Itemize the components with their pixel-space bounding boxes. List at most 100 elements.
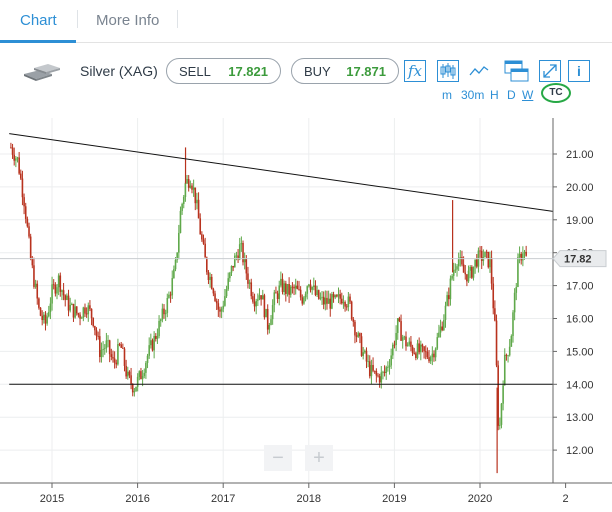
sell-button[interactable]: SELL 17.821 (166, 58, 281, 84)
candle-body (368, 361, 371, 377)
instrument-name: Silver (XAG) (80, 63, 158, 79)
candle-body (411, 346, 414, 353)
candle-body (500, 403, 503, 425)
candle-body (436, 337, 439, 349)
candle-body (446, 295, 448, 306)
candle-body (520, 253, 523, 261)
candle-body (225, 289, 228, 297)
candle-body (108, 340, 111, 355)
candle-body (464, 272, 467, 275)
candle-body (443, 319, 445, 331)
candle-body (424, 351, 427, 353)
candle-body (296, 285, 299, 290)
candle-body (74, 306, 76, 318)
zoom-out-button[interactable]: − (264, 445, 292, 471)
candle-body (79, 314, 81, 319)
active-tab-underline (0, 40, 76, 43)
candle-body (357, 333, 360, 337)
candle-body (230, 265, 233, 273)
candle-body (179, 210, 182, 233)
timeframe-30m[interactable]: 30m (461, 88, 485, 102)
tab-chart[interactable]: Chart (20, 12, 57, 29)
candle-body (57, 275, 60, 288)
candle-body (212, 288, 215, 294)
candle-body (26, 218, 29, 227)
candle-body (28, 226, 30, 237)
candle-body (34, 283, 37, 287)
buy-button[interactable]: BUY 17.871 (291, 58, 399, 84)
tab-more-info[interactable]: More Info (96, 12, 160, 29)
candle-body (120, 344, 123, 348)
tc-button[interactable]: TC (541, 83, 571, 103)
candle-body (105, 340, 108, 349)
candle-body (224, 296, 226, 306)
candle-body (181, 203, 183, 211)
candle-body (214, 293, 216, 302)
x-tick-label: 2020 (468, 493, 492, 505)
candle-body (158, 320, 160, 337)
candle-body (229, 272, 231, 279)
candle-body (373, 370, 376, 372)
candle-body (462, 264, 465, 273)
candle-body (169, 294, 172, 296)
candle-body (324, 297, 327, 305)
candle-body (176, 252, 178, 260)
candle-body (410, 341, 412, 347)
line-chart-icon[interactable] (468, 60, 490, 82)
candle-body (288, 284, 290, 295)
candle-body (206, 257, 208, 273)
candle-body (191, 185, 193, 190)
y-axis: 12.0013.0014.0015.0016.0017.0018.0019.00… (552, 118, 594, 483)
timeframe-h[interactable]: H (490, 88, 499, 102)
candle-body (252, 296, 254, 302)
candle-body (43, 314, 45, 321)
candle-body (260, 295, 262, 300)
candle-body (131, 384, 134, 393)
indicators-button[interactable]: fx (404, 60, 426, 82)
candle-body (178, 232, 180, 253)
candle-body (100, 349, 103, 358)
candle-body (102, 349, 104, 350)
timeframe-m[interactable]: m (442, 88, 452, 102)
candle-body (21, 178, 24, 198)
candle-body (31, 258, 34, 266)
expand-icon[interactable] (539, 60, 561, 82)
candle-body (258, 295, 261, 300)
candle-body (278, 285, 281, 300)
candle-body (467, 270, 470, 282)
candle-body (385, 367, 388, 374)
layout-icon[interactable] (504, 60, 529, 82)
candlestick-icon[interactable] (437, 60, 459, 82)
zoom-in-button[interactable]: + (305, 445, 333, 471)
candle-body (210, 276, 213, 289)
candle-body (525, 251, 527, 256)
candle-body (340, 298, 343, 304)
candle-body (97, 335, 99, 337)
timeframe-w[interactable]: W (522, 88, 534, 102)
candle-body (141, 376, 144, 380)
candle-body (475, 259, 478, 267)
candle-body (243, 258, 246, 263)
buy-price: 17.871 (346, 64, 386, 79)
candle-body (122, 347, 124, 349)
candle-body (350, 301, 353, 320)
candle-body (151, 340, 154, 351)
candle-body (38, 298, 40, 308)
candle-body (332, 294, 335, 298)
candle-body (219, 309, 221, 312)
candle-body (182, 197, 185, 204)
candle-body (187, 179, 190, 188)
candle-body (380, 372, 383, 383)
candle-body (317, 290, 320, 299)
candle-body (33, 265, 35, 287)
candle-body (117, 344, 119, 365)
candle-body (69, 304, 71, 311)
x-tick-label: 2017 (211, 493, 235, 505)
candle-body (201, 234, 203, 240)
candle-body (171, 278, 174, 296)
candle-body (10, 147, 12, 149)
candle-body (495, 320, 498, 366)
timeframe-d[interactable]: D (507, 88, 516, 102)
info-button[interactable]: i (568, 60, 590, 82)
